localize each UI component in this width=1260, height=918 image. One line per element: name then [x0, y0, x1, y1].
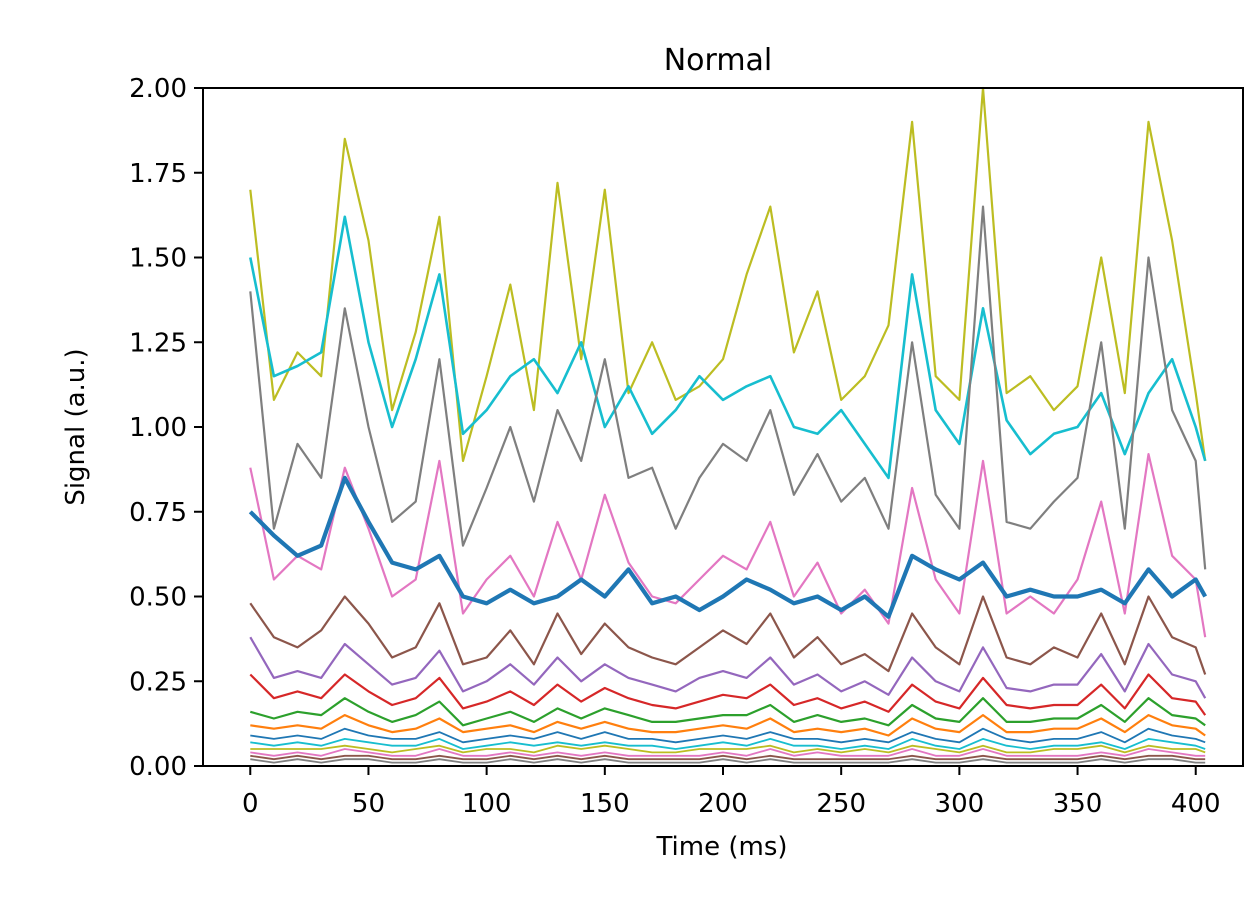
y-tick-label: 1.50	[129, 244, 187, 274]
y-tick-label: 0.50	[129, 583, 187, 613]
series-line-12	[250, 738, 1206, 750]
y-tick-label: 0.25	[129, 667, 187, 697]
y-tick-label: 2.00	[129, 74, 187, 104]
series-line-11	[250, 727, 1206, 744]
y-tick-label: 1.75	[129, 159, 187, 189]
series-line-13	[250, 744, 1206, 754]
x-tick-label: 150	[580, 789, 630, 819]
series-line-6	[249, 595, 1207, 675]
series-line-7	[249, 636, 1207, 699]
x-tick-label: 200	[698, 789, 748, 819]
series-line-4	[249, 453, 1207, 638]
x-tick-label: 350	[1053, 789, 1103, 819]
y-tick-label: 1.00	[129, 413, 187, 443]
series-line-2	[249, 215, 1207, 480]
series-line-9	[249, 697, 1206, 727]
series-line-8	[249, 673, 1207, 716]
y-tick-label: 0.00	[129, 752, 187, 782]
series-line-5	[248, 475, 1208, 619]
series-line-3	[249, 205, 1207, 570]
series-line-16	[250, 758, 1206, 764]
y-axis-label: Signal (a.u.)	[61, 348, 91, 505]
y-tick-label: 0.75	[129, 498, 187, 528]
y-axis: 0.00 0.25 0.50 0.75 1.00 1.25 1.50 1.75 2.00	[129, 74, 203, 782]
series-line-14	[250, 748, 1206, 757]
x-tick-label: 0	[242, 789, 259, 819]
x-axis-label: Time (ms)	[655, 832, 787, 862]
x-tick-label: 250	[816, 789, 866, 819]
x-tick-label: 100	[462, 789, 512, 819]
series-line-15	[250, 754, 1206, 761]
series-line-1	[249, 86, 1207, 462]
y-tick-label: 1.25	[129, 328, 187, 358]
x-tick-label: 50	[352, 789, 385, 819]
chart-title: Normal	[664, 43, 773, 78]
x-axis: 0 50 100 150 200 250 300 350 400	[242, 766, 1221, 819]
series-layer	[248, 86, 1208, 764]
x-tick-label: 300	[935, 789, 985, 819]
x-tick-label: 400	[1171, 789, 1221, 819]
series-line-10	[250, 713, 1206, 737]
